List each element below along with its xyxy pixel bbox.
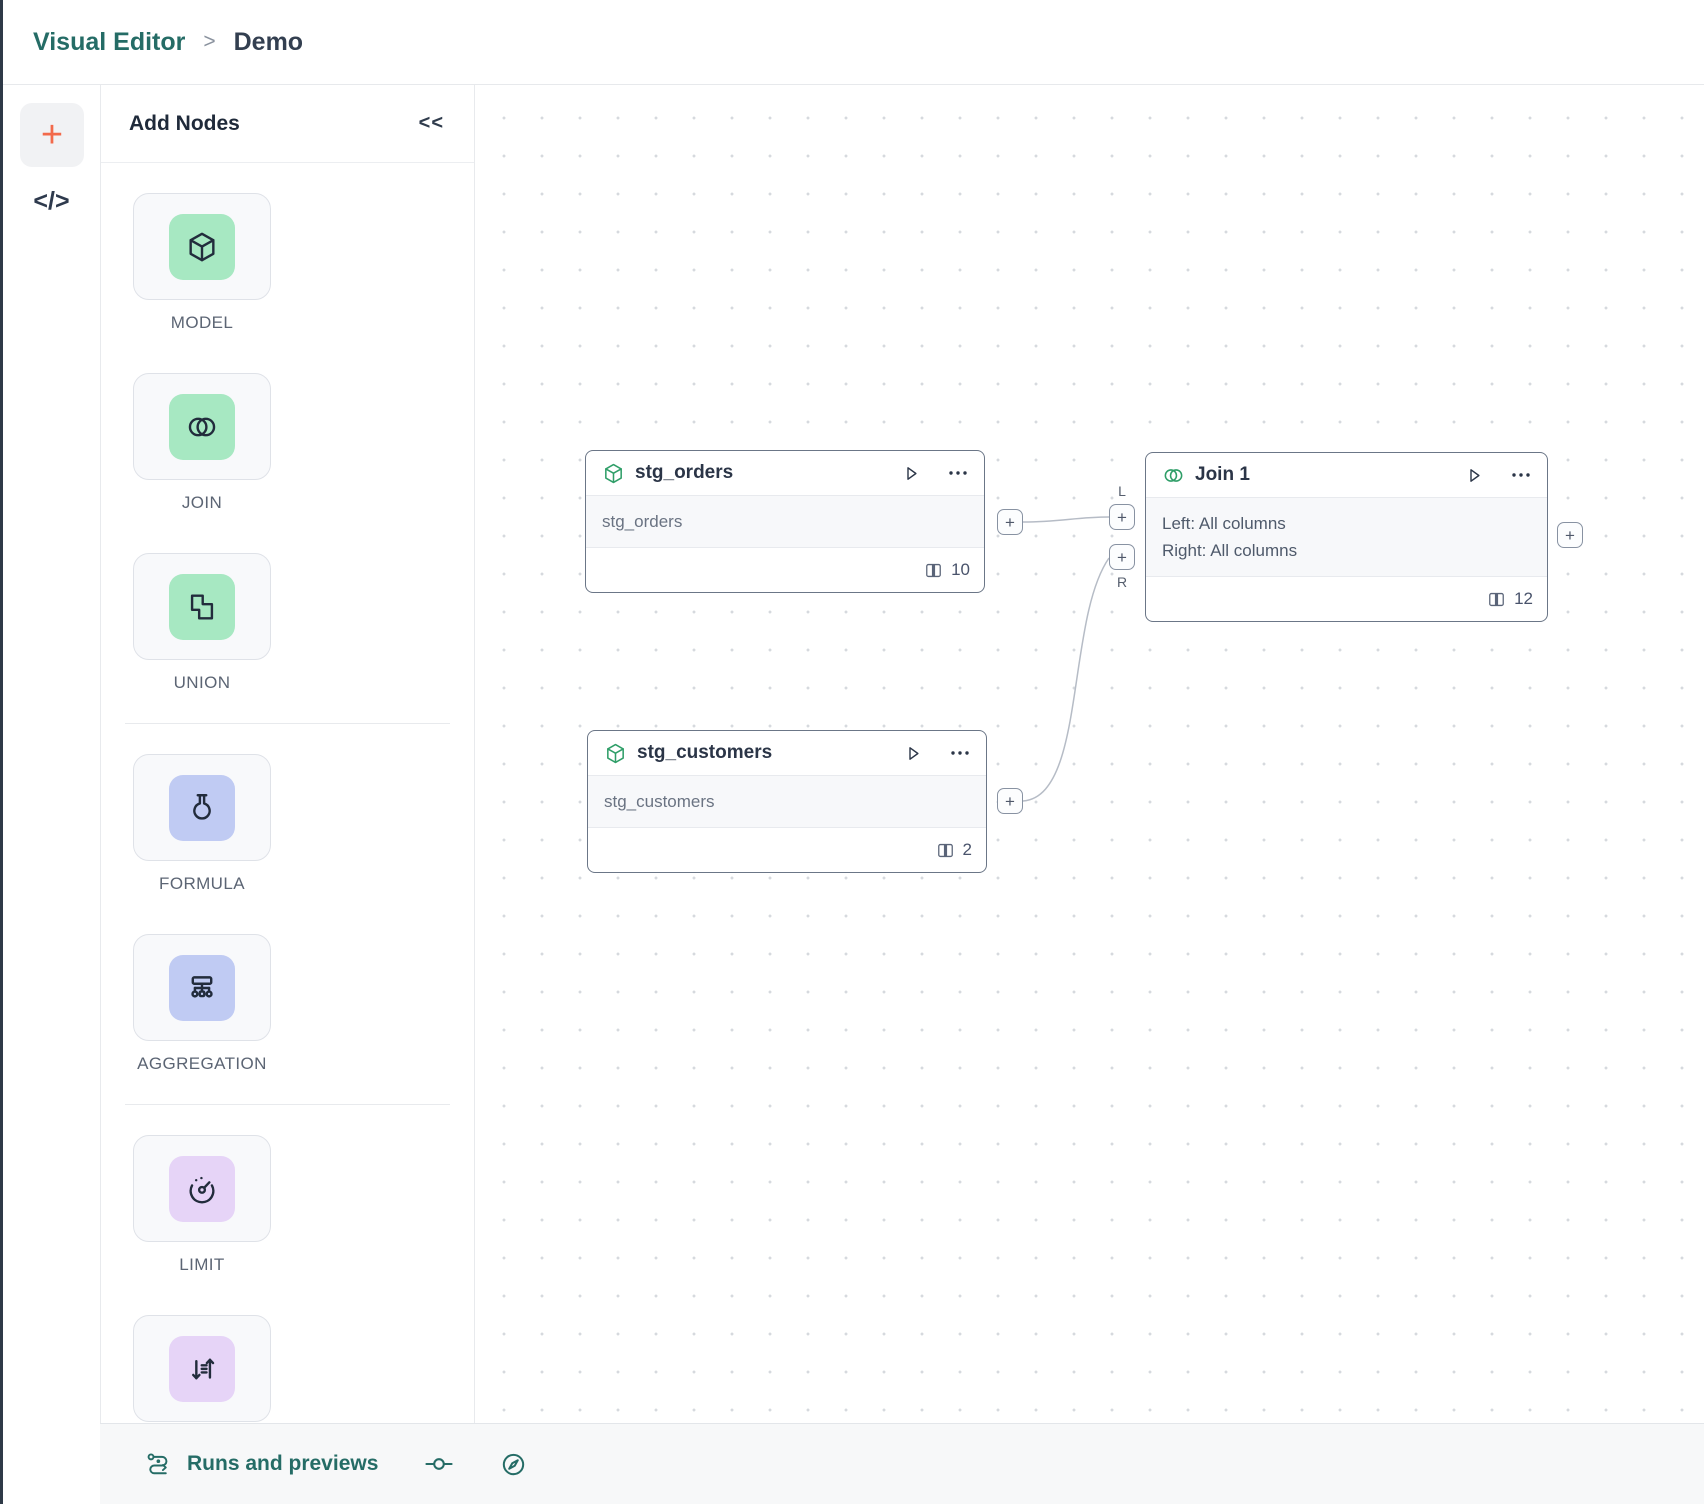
runs-route-icon: [147, 1453, 168, 1475]
stg-customers-output-port[interactable]: +: [997, 788, 1023, 814]
node-title: stg_orders: [635, 462, 734, 483]
palette-group-transforms: FORMULA AGGREGATION: [133, 754, 442, 1074]
play-icon: [907, 466, 917, 480]
join-config: Left: All columns Right: All columns: [1146, 497, 1547, 577]
status-bar: Runs and previews: [100, 1423, 1704, 1504]
palette-item-label: AGGREGATION: [137, 1054, 267, 1073]
run-node-button[interactable]: [903, 743, 924, 764]
node-palette: MODEL JOIN UNION: [101, 163, 474, 1504]
columns-icon: [937, 843, 953, 857]
palette-item-model[interactable]: MODEL: [133, 193, 271, 333]
node-title: Join 1: [1195, 464, 1250, 485]
breadcrumb-separator: >: [203, 30, 216, 53]
palette-item-join[interactable]: JOIN: [133, 373, 271, 513]
palette-group-sources: MODEL JOIN UNION: [133, 193, 442, 693]
add-nodes-title: Add Nodes: [129, 111, 240, 135]
palette-divider: [125, 1104, 450, 1105]
gauge-icon: [169, 1155, 235, 1222]
join-icon: [1164, 468, 1183, 482]
cube-icon: [169, 213, 235, 280]
node-stg-orders[interactable]: stg_orders stg_orders 10: [585, 450, 985, 593]
join-right-input-port[interactable]: +: [1109, 544, 1135, 570]
breadcrumb-visual-editor[interactable]: Visual Editor: [33, 27, 186, 56]
palette-item-limit[interactable]: LIMIT: [133, 1135, 271, 1275]
model-cube-icon: [607, 743, 624, 763]
more-menu-icon: [1512, 473, 1530, 477]
node-join-1[interactable]: Join 1 Left: All columns Right: All colu…: [1145, 452, 1548, 622]
join-right-port-label: R: [1116, 574, 1128, 590]
palette-item-label: LIMIT: [179, 1255, 225, 1274]
code-icon: </>: [33, 187, 70, 215]
column-count: 12: [1514, 589, 1533, 608]
breadcrumb: Visual Editor > Demo: [3, 0, 1704, 85]
node-header: stg_orders: [586, 451, 984, 495]
add-node-button[interactable]: +: [20, 103, 84, 167]
left-rail: + </>: [3, 85, 100, 1504]
join-right-columns: Right: All columns: [1162, 541, 1298, 560]
page-title: Demo: [233, 27, 304, 56]
column-count: 2: [962, 840, 972, 859]
node-footer: 12: [1146, 577, 1547, 621]
node-stg-customers[interactable]: stg_customers stg_customers 2: [587, 730, 987, 873]
model-cube-icon: [605, 463, 622, 483]
node-footer: 10: [586, 548, 984, 592]
node-model-ref: stg_orders: [586, 495, 984, 548]
run-node-button[interactable]: [1464, 465, 1485, 486]
node-menu-button[interactable]: [950, 749, 970, 757]
palette-item-formula[interactable]: FORMULA: [133, 754, 271, 894]
code-view-button[interactable]: </>: [3, 187, 100, 216]
collapse-panel-button[interactable]: <<: [418, 112, 444, 134]
columns-icon: [1489, 592, 1504, 606]
node-header: Join 1: [1146, 453, 1547, 497]
palette-item-order[interactable]: ORDER: [133, 1315, 271, 1455]
palette-item-label: UNION: [173, 673, 231, 692]
node-model-ref: stg_customers: [588, 775, 986, 828]
commit-icon: [425, 1458, 453, 1470]
play-icon: [1470, 468, 1480, 482]
node-menu-button[interactable]: [948, 469, 968, 477]
join-left-port-label: L: [1118, 483, 1126, 499]
palette-item-label: MODEL: [170, 313, 234, 332]
join-left-columns: Left: All columns: [1162, 514, 1286, 533]
palette-item-union[interactable]: UNION: [133, 553, 271, 693]
stg-orders-output-port[interactable]: +: [997, 509, 1023, 535]
compass-icon: [503, 1453, 525, 1475]
add-nodes-header: Add Nodes <<: [101, 85, 474, 163]
app-left-edge: [0, 0, 3, 1504]
node-menu-button[interactable]: [1511, 471, 1531, 479]
flow-canvas[interactable]: stg_orders stg_orders 10 stg_customers: [476, 85, 1704, 1423]
more-menu-icon: [951, 751, 969, 755]
palette-group-filters: LIMIT ORDER FILTER: [133, 1135, 442, 1504]
runs-and-previews-label: Runs and previews: [187, 1452, 379, 1475]
play-icon: [909, 746, 919, 760]
join-left-input-port[interactable]: +: [1109, 504, 1135, 530]
palette-item-aggregation[interactable]: AGGREGATION: [133, 934, 271, 1074]
add-nodes-panel: Add Nodes << MODEL JOIN: [100, 85, 475, 1504]
palette-item-label: JOIN: [181, 493, 223, 512]
explore-button[interactable]: [500, 1451, 527, 1478]
palette-divider: [125, 723, 450, 724]
commit-button[interactable]: [424, 1456, 454, 1472]
union-icon: [169, 573, 235, 640]
node-title: stg_customers: [637, 742, 773, 763]
column-count: 10: [951, 560, 970, 579]
join-output-port[interactable]: +: [1557, 522, 1583, 548]
run-node-button[interactable]: [901, 463, 922, 484]
join-icon: [169, 393, 235, 460]
flask-icon: [169, 774, 235, 841]
more-menu-icon: [949, 471, 967, 475]
edge-connectors: [1022, 516, 1110, 802]
node-footer: 2: [588, 828, 986, 872]
runs-and-previews-button[interactable]: Runs and previews: [145, 1450, 378, 1478]
columns-icon: [926, 563, 941, 577]
sort-icon: [169, 1335, 235, 1402]
palette-item-label: FORMULA: [159, 874, 245, 893]
sitemap-icon: [169, 954, 235, 1021]
plus-icon: +: [40, 114, 64, 156]
node-header: stg_customers: [588, 731, 986, 775]
